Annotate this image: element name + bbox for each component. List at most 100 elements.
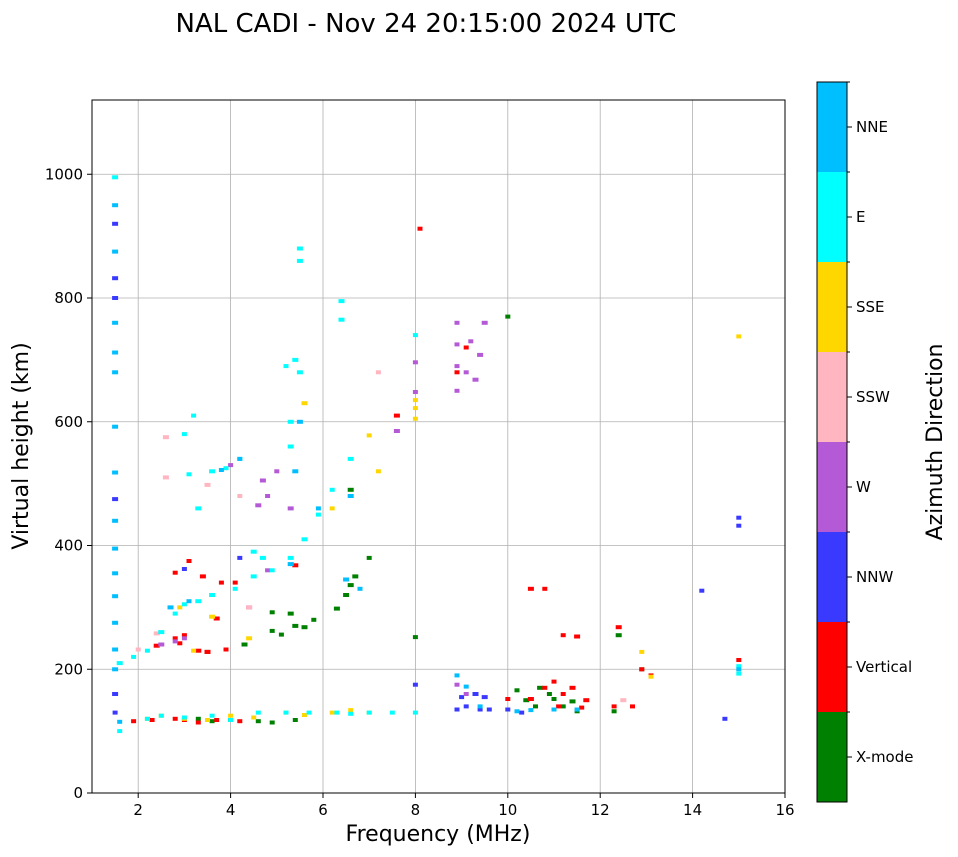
point-nnw — [699, 588, 705, 593]
point-w — [454, 320, 460, 325]
point-w — [454, 342, 460, 347]
point-vertical — [579, 705, 585, 710]
point-nnw — [736, 515, 742, 520]
point-e — [144, 716, 150, 721]
point-sse — [366, 433, 372, 438]
chart-title: NAL CADI - Nov 24 20:15:00 2024 UTC — [176, 9, 677, 39]
point-e — [292, 357, 299, 362]
point-w — [412, 360, 418, 365]
point-nnw — [505, 707, 511, 712]
point-nne — [315, 506, 321, 511]
colorbar-tick-label: Vertical — [856, 658, 912, 676]
point-vertical — [542, 586, 548, 591]
point-x-mode — [533, 704, 538, 709]
point-sse — [191, 648, 197, 653]
point-x-mode — [412, 635, 418, 640]
point-e — [255, 710, 261, 715]
point-sse — [302, 713, 307, 717]
point-e — [250, 574, 257, 579]
point-e — [412, 710, 418, 715]
point-e — [348, 711, 354, 716]
point-e — [287, 555, 294, 560]
point-e — [259, 555, 266, 560]
point-x-mode — [366, 555, 372, 560]
point-vertical — [232, 580, 238, 585]
colorbar-tick-label: SSE — [856, 298, 885, 316]
point-nne — [112, 203, 119, 208]
point-vertical — [172, 636, 178, 641]
point-vertical — [542, 685, 548, 690]
point-nne — [287, 562, 294, 567]
point-nne — [112, 518, 119, 523]
point-x-mode — [611, 709, 617, 714]
point-nne — [112, 470, 119, 475]
point-x-mode — [514, 688, 520, 693]
point-x-mode — [352, 574, 359, 579]
point-e — [191, 413, 197, 418]
point-sse — [246, 636, 253, 641]
point-vertical — [527, 697, 534, 701]
point-e — [306, 710, 312, 715]
point-sse — [251, 715, 257, 720]
point-e — [269, 568, 275, 573]
point-vertical — [611, 704, 617, 709]
point-x-mode — [292, 623, 299, 628]
colorbar-segment — [817, 262, 847, 352]
point-x-mode — [195, 716, 201, 721]
x-tick-label: 4 — [226, 801, 236, 819]
point-nnw — [112, 276, 119, 281]
x-tick-label: 16 — [775, 801, 794, 819]
x-ticks: 2 4 6 8 10 12 14 16 — [133, 793, 795, 819]
point-ssw — [153, 631, 160, 636]
point-nne — [117, 719, 123, 724]
point-vertical — [630, 704, 635, 709]
point-x-mode — [333, 606, 340, 611]
point-vertical — [149, 718, 155, 722]
point-vertical — [639, 667, 645, 672]
point-e — [287, 419, 294, 424]
point-x-mode — [269, 610, 275, 615]
point-w — [181, 636, 187, 641]
point-sse — [412, 398, 418, 403]
point-x-mode — [278, 632, 284, 637]
point-ssw — [620, 698, 627, 703]
point-nnw — [454, 707, 460, 712]
point-nne — [551, 707, 557, 712]
point-e — [283, 710, 289, 715]
point-nne — [112, 546, 119, 551]
point-e — [223, 466, 229, 471]
point-e — [347, 456, 354, 461]
point-sse — [648, 674, 654, 679]
point-x-mode — [347, 487, 354, 492]
point-nne — [167, 605, 174, 610]
point-vertical — [560, 692, 566, 696]
point-x-mode — [311, 617, 317, 622]
point-e — [131, 654, 137, 659]
point-ssw — [162, 435, 169, 440]
colorbar-tick-label: W — [856, 478, 871, 496]
point-e — [209, 593, 216, 597]
x-tick-label: 8 — [411, 801, 421, 819]
point-nne — [343, 577, 350, 582]
point-ssw — [237, 494, 243, 498]
point-e — [287, 444, 294, 449]
y-tick-label: 1000 — [45, 165, 83, 183]
colorbar-tick-label: NNE — [856, 118, 888, 136]
point-x-mode — [301, 625, 308, 630]
y-axis-label: Virtual height (km) — [9, 342, 34, 549]
point-w — [454, 364, 460, 369]
point-sse — [736, 334, 742, 339]
point-x-mode — [569, 699, 576, 704]
point-w — [393, 429, 400, 433]
point-w — [454, 682, 460, 687]
point-vertical — [214, 718, 220, 722]
point-vertical — [131, 719, 137, 724]
point-nnw — [463, 704, 469, 709]
point-e — [172, 611, 178, 616]
colorbar-frame — [816, 81, 848, 803]
point-ssw — [135, 647, 141, 652]
point-x-mode — [551, 697, 557, 701]
point-e — [296, 258, 303, 263]
point-vertical — [463, 345, 469, 350]
point-x-mode — [269, 720, 275, 725]
